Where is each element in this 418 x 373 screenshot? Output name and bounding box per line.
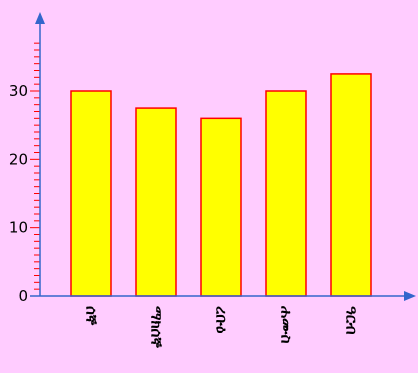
x-category-label: ዓርብ [343, 306, 361, 335]
y-axis-arrow-icon [35, 12, 45, 24]
axes [30, 12, 416, 301]
y-tick-label: 0 [18, 287, 28, 305]
y-axis-ticks [30, 42, 40, 297]
x-axis-arrow-icon [404, 291, 416, 301]
x-category-label: ሐሙስ [278, 306, 296, 344]
y-tick-labels: 0 10 20 30 [9, 82, 28, 305]
bar-5 [330, 73, 372, 297]
x-category-label: ረቡዕ [213, 306, 231, 333]
y-tick-label: 10 [9, 219, 28, 237]
x-category-labels: ሰኞ ማክሰኞ ረቡዕ ሐሙስ ዓርብ [83, 306, 361, 348]
x-category-label: ሰኞ [83, 306, 101, 326]
bar-4 [265, 90, 307, 297]
bars [70, 73, 372, 297]
y-tick-label: 30 [9, 82, 28, 100]
y-tick-label: 20 [9, 150, 28, 168]
bar-2 [135, 107, 177, 297]
bar-3 [200, 117, 242, 297]
bar-1 [70, 90, 112, 297]
x-category-label: ማክሰኞ [148, 306, 166, 348]
